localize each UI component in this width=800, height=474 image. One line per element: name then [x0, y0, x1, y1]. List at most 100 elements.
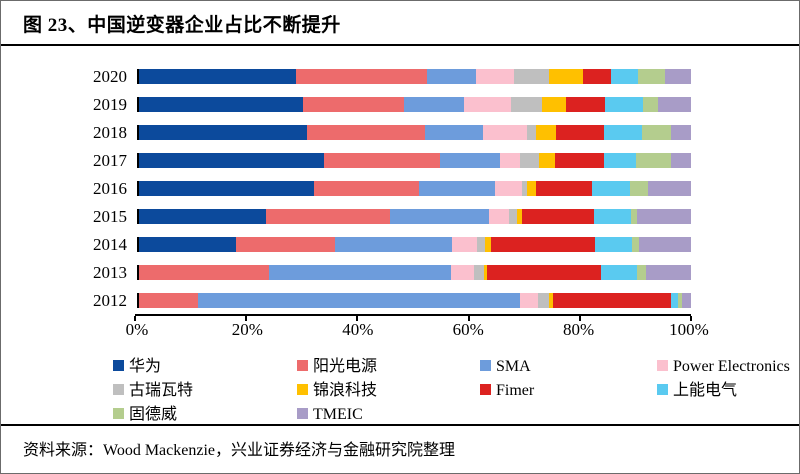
- bar-segment: [637, 68, 666, 84]
- bar-segment: [681, 292, 691, 308]
- legend-swatch: [657, 360, 668, 371]
- bar-segment: [516, 208, 523, 224]
- legend-label: 阳光电源: [313, 358, 378, 375]
- bar-segment: [592, 180, 630, 196]
- bar-segment: [520, 292, 538, 308]
- bar-segment: [665, 68, 691, 84]
- legend-swatch: [480, 384, 491, 395]
- legend-item: Power Electronics: [657, 356, 799, 377]
- bar-segment: [303, 96, 404, 112]
- legend-label: 锦浪科技: [313, 382, 378, 399]
- bar-segment: [139, 264, 270, 280]
- bar-segment: [483, 124, 528, 140]
- axis-tick: [245, 316, 248, 321]
- stacked-bar: [137, 208, 691, 224]
- bar-segment: [641, 124, 671, 140]
- legend-label: 古瑞瓦特: [129, 382, 194, 399]
- bar-segment: [403, 96, 465, 112]
- bar-segment: [475, 68, 515, 84]
- bar-row: 2015: [1, 202, 799, 230]
- bar-segment: [637, 208, 691, 224]
- source-note: 资料来源：Wood Mackenzie，兴业证券经济与金融研究院整理: [1, 424, 799, 473]
- legend-label: 华为: [129, 358, 162, 375]
- legend-swatch: [297, 408, 308, 419]
- bar-segment: [323, 152, 441, 168]
- legend-item: 上能电气: [657, 380, 799, 401]
- legend-swatch: [113, 360, 124, 371]
- legend-swatch: [297, 360, 308, 371]
- bar-segment: [677, 292, 682, 308]
- x-tick-label: 20%: [231, 320, 263, 339]
- stacked-bar: [137, 68, 691, 84]
- bar-segment: [477, 236, 486, 252]
- bar-segment: [389, 208, 490, 224]
- bar-segment: [235, 236, 336, 252]
- legend-item: 古瑞瓦特: [113, 380, 297, 401]
- bar-segment: [440, 152, 500, 168]
- bar-segment: [554, 152, 604, 168]
- legend-item: TMEIC: [297, 404, 480, 425]
- axis-tick: [578, 316, 581, 321]
- chart-legend: 华为 阳光电源 SMA Power Electronics 古瑞瓦特 锦浪科技 Fimer 上…: [113, 356, 799, 425]
- legend-item: 锦浪科技: [297, 380, 480, 401]
- bar-segment: [603, 152, 637, 168]
- bar-row: 2020: [1, 62, 799, 90]
- bar-segment: [139, 292, 198, 308]
- year-label: 2019: [93, 94, 127, 114]
- legend-item: Fimer: [480, 380, 657, 401]
- bar-row: 2012: [1, 286, 799, 314]
- legend-label: Power Electronics: [673, 358, 790, 375]
- legend-label: 固德威: [129, 406, 178, 423]
- bar-segment: [139, 68, 297, 84]
- bar-segment: [631, 236, 639, 252]
- stacked-bar: [137, 152, 691, 168]
- bar-segment: [671, 152, 691, 168]
- x-tick-label: 100%: [669, 320, 709, 339]
- bar-segment: [139, 180, 315, 196]
- x-tick-label: 40%: [342, 320, 374, 339]
- legend-item: 华为: [113, 356, 297, 377]
- bar-segment: [548, 68, 584, 84]
- bar-segment: [537, 292, 550, 308]
- bar-segment: [648, 180, 691, 196]
- legend-item: 阳光电源: [297, 356, 480, 377]
- bar-segment: [499, 152, 521, 168]
- bar-segment: [605, 96, 644, 112]
- x-tick-label: 80%: [563, 320, 595, 339]
- stacked-bar: [137, 292, 691, 308]
- bar-segment: [269, 264, 451, 280]
- stacked-bar: [137, 96, 691, 112]
- year-label: 2015: [93, 206, 127, 226]
- bar-segment: [139, 96, 304, 112]
- bar-segment: [527, 124, 537, 140]
- bar-segment: [600, 264, 637, 280]
- bar-segment: [520, 152, 539, 168]
- x-axis-labels: 0% 20% 40% 60% 80% 100%: [126, 320, 709, 346]
- legend-label: Fimer: [496, 382, 535, 399]
- bar-segment: [583, 68, 612, 84]
- bar-segment: [514, 68, 549, 84]
- bar-segment: [511, 96, 542, 112]
- bar-segment: [638, 236, 691, 252]
- x-tick-label: 0%: [125, 320, 149, 339]
- bar-segment: [538, 152, 555, 168]
- bar-segment: [509, 208, 517, 224]
- bar-row: 2019: [1, 90, 799, 118]
- stacked-bar: [137, 236, 691, 252]
- legend-swatch: [657, 384, 668, 395]
- bar-segment: [495, 180, 523, 196]
- bar-segment: [549, 292, 553, 308]
- bar-row: 2014: [1, 230, 799, 258]
- bar-row: 2017: [1, 146, 799, 174]
- plot-area: 2020 2019 2018 2017 2016 2015 2014 2013 2012 0% 2…: [1, 62, 799, 346]
- legend-swatch: [480, 360, 491, 371]
- chart-area: 2020 2019 2018 2017 2016 2015 2014 2013 2012 0% 2…: [1, 46, 799, 425]
- bar-segment: [486, 264, 601, 280]
- bar-segment: [636, 264, 646, 280]
- legend-label: TMEIC: [313, 406, 363, 423]
- bar-segment: [335, 236, 453, 252]
- axis-tick: [690, 316, 692, 321]
- bar-segment: [541, 96, 566, 112]
- bar-segment: [603, 124, 642, 140]
